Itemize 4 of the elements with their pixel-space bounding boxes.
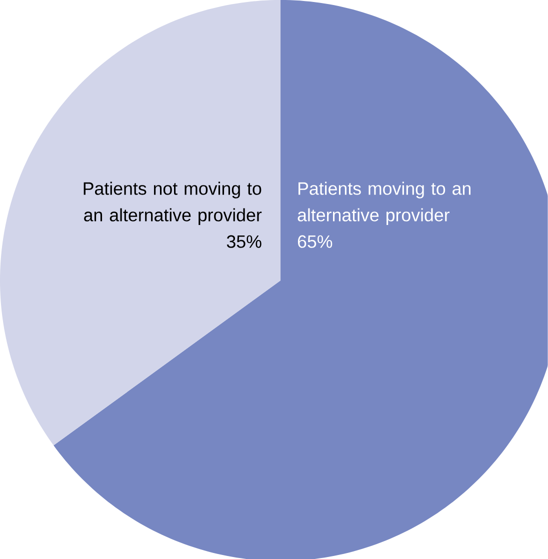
data-label: 65% — [298, 235, 332, 248]
data-label: 35% — [227, 235, 262, 248]
slice-label: Patients moving to an alternative provider — [298, 182, 471, 225]
slice-label: Patients not moving to an alternative provider — [84, 182, 262, 225]
